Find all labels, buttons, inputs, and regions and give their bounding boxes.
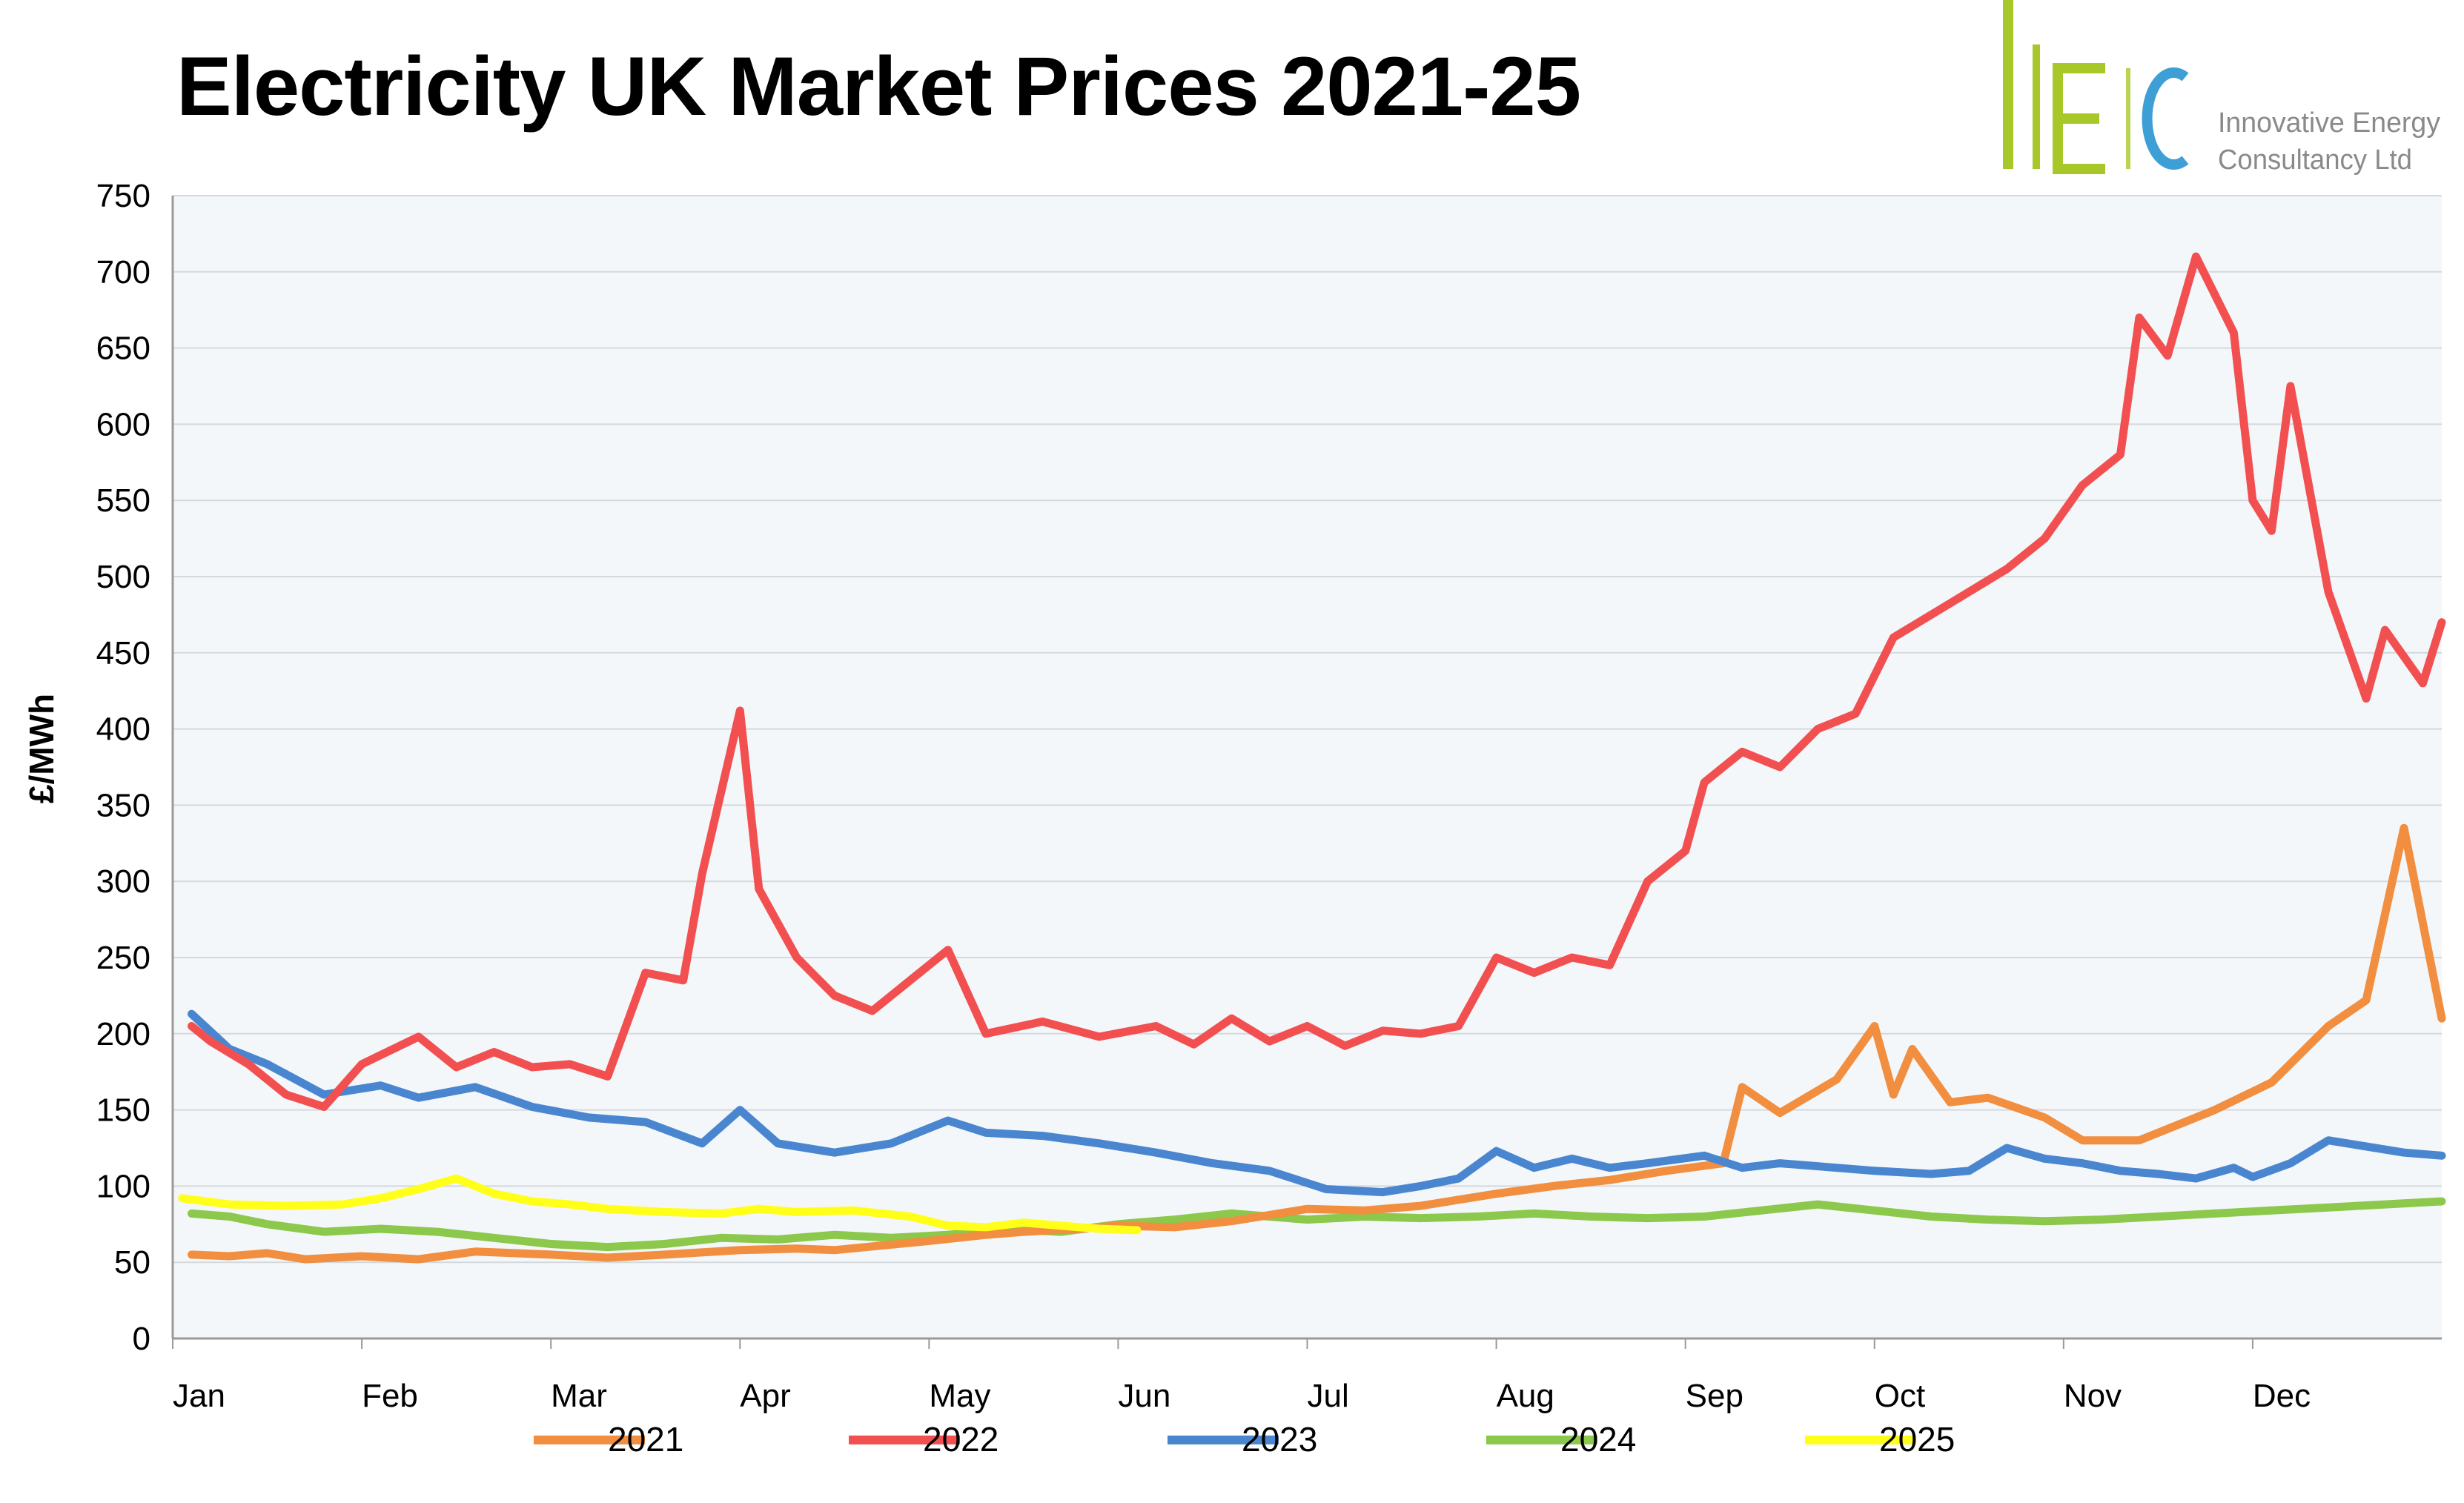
y-tick-label: 550: [96, 482, 150, 519]
x-tick-label: Jan: [173, 1378, 225, 1414]
y-tick-label: 500: [96, 559, 150, 595]
axes: [171, 196, 2442, 1340]
y-tick-label: 650: [96, 331, 150, 367]
series-line-2025: [178, 1174, 1142, 1235]
y-tick-label: 400: [96, 711, 150, 748]
gridlines: [173, 195, 2442, 1264]
series-line-2021: [188, 823, 2446, 1264]
x-tick-label: Nov: [2064, 1378, 2122, 1414]
x-tick-label: Dec: [2253, 1378, 2311, 1414]
y-tick-label: 0: [133, 1321, 150, 1357]
x-tick-label: Sep: [1686, 1378, 1743, 1414]
x-tick-label: Aug: [1497, 1378, 1554, 1414]
logo-bar-2: [2033, 44, 2040, 169]
logo-bar-1: [2003, 0, 2013, 169]
x-tick-label: May: [929, 1378, 990, 1414]
y-tick-label: 50: [114, 1244, 150, 1281]
y-tick-label: 750: [96, 178, 150, 214]
x-tick-label: Jul: [1308, 1378, 1349, 1414]
y-tick-label: 200: [96, 1016, 150, 1052]
legend-label-2025: 2025: [1879, 1420, 1955, 1459]
y-tick-label: 250: [96, 940, 150, 976]
chart-title: Electricity UK Market Prices 2021-25: [176, 40, 1581, 133]
plot-area: [173, 196, 2442, 1338]
legend-label-2022: 2022: [923, 1420, 998, 1459]
logo-company-line1: Innovative Energy: [2218, 107, 2440, 139]
legend-label-2023: 2023: [1242, 1420, 1317, 1459]
series-line-2023: [188, 1009, 2446, 1197]
y-tick-label: 100: [96, 1168, 150, 1204]
y-tick-label: 300: [96, 863, 150, 900]
y-tick-label: 350: [96, 787, 150, 823]
x-tick-label: Oct: [1875, 1378, 1925, 1414]
series-line-2024: [188, 1197, 2446, 1252]
logo-letter-e: [2053, 63, 2105, 174]
y-tick-label: 700: [96, 254, 150, 291]
series-line-2022: [188, 252, 2446, 1111]
company-logo: Innovative Energy Consultancy Ltd: [2003, 0, 2440, 176]
x-tick-label: Feb: [362, 1378, 418, 1414]
y-tick-label: 150: [96, 1092, 150, 1129]
legend: 2021 2022 2023 2024 2025: [534, 1420, 1955, 1459]
x-axis-ticks: Jan Feb Mar Apr May Jun Jul Aug Sep Oct Nov Dec: [172, 1338, 2311, 1414]
x-tick-label: Jun: [1118, 1378, 1170, 1414]
x-tick-label: Apr: [740, 1378, 790, 1414]
logo-company-line2: Consultancy Ltd: [2218, 145, 2412, 176]
logo-letter-c: [2142, 67, 2189, 170]
series-lines: [178, 252, 2446, 1264]
y-axis-ticks: 0 50 100 150 200 250 300 350 400 450 500 550 600 650 7…: [96, 178, 150, 1357]
legend-label-2024: 2024: [1560, 1420, 1636, 1459]
legend-label-2021: 2021: [608, 1420, 683, 1459]
y-tick-label: 600: [96, 406, 150, 442]
x-tick-label: Mar: [551, 1378, 607, 1414]
y-tick-label: 450: [96, 635, 150, 671]
y-axis-label: £/MWh: [22, 694, 61, 803]
logo-divider: [2126, 68, 2130, 169]
